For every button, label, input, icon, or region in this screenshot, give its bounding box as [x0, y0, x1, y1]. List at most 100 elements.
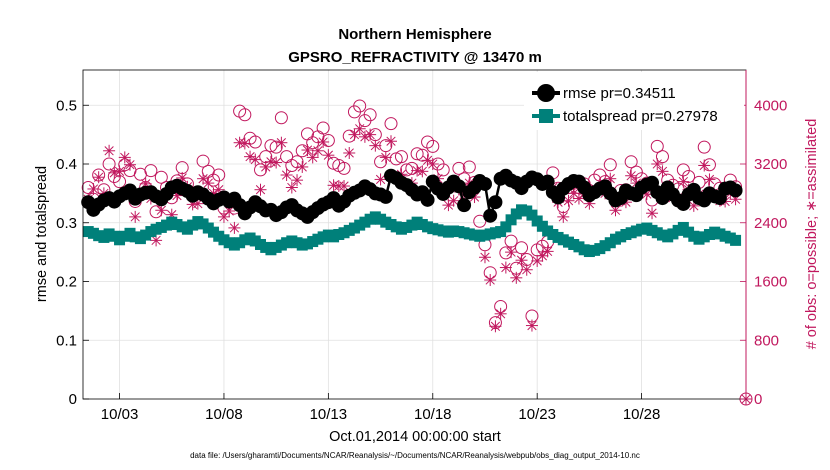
possible-obs-point [374, 155, 388, 169]
y-tick-label: 0.1 [56, 332, 77, 349]
assimilated-obs-point [416, 165, 429, 178]
assimilated-obs-point [484, 274, 497, 287]
y2-tick-label: 3200 [754, 156, 787, 173]
chart-title: Northern Hemisphere [338, 26, 491, 43]
assimilated-obs-point [374, 173, 387, 186]
assimilated-obs-point [306, 151, 319, 164]
x-tick-label: 10/08 [205, 406, 243, 423]
possible-obs-point [603, 158, 617, 172]
assimilated-obs-point [228, 221, 241, 234]
assimilated-obs-point [525, 319, 538, 332]
assimilated-obs-point [129, 210, 142, 223]
assimilated-obs-point [442, 199, 455, 212]
assimilated-obs-point [343, 146, 356, 159]
rmse-point [488, 195, 503, 210]
possible-obs-point [426, 139, 440, 153]
assimilated-obs-point [322, 149, 335, 162]
rmse-point [540, 174, 555, 189]
y2-tick-label: 0 [754, 391, 762, 408]
assimilated-obs-point [447, 194, 460, 207]
possible-obs-point [682, 169, 696, 183]
possible-obs-point [274, 111, 288, 125]
rmse-point [420, 192, 435, 207]
possible-obs-point [144, 164, 158, 178]
possible-obs-point [384, 117, 398, 131]
possible-obs-point [238, 108, 252, 122]
rmse-point [451, 179, 466, 194]
legend-spread-marker [539, 109, 553, 123]
totalspread-point [505, 214, 517, 226]
assimilated-obs-point [249, 153, 262, 166]
possible-obs-point [196, 154, 210, 168]
y2-axis-label: # of obs: o=possible; ∗=assimilated [804, 119, 820, 350]
x-tick-label: 10/03 [101, 406, 139, 423]
y-tick-label: 0 [69, 391, 77, 408]
assimilated-obs-point [478, 251, 491, 264]
assimilated-obs-point [259, 160, 272, 173]
assimilated-obs-point [118, 151, 131, 164]
x-tick-label: 10/23 [518, 406, 556, 423]
possible-obs-point [421, 135, 435, 149]
rmse-point [483, 208, 498, 223]
assimilated-obs-point [677, 175, 690, 188]
y-tick-label: 0.3 [56, 215, 77, 232]
y-tick-label: 0.4 [56, 156, 77, 173]
assimilated-obs-point [280, 169, 293, 182]
assimilated-obs-point [296, 160, 309, 173]
y-axis-label: rmse and totalspread [34, 166, 50, 302]
assimilated-obs-point [254, 183, 267, 196]
x-tick-label: 10/18 [414, 406, 452, 423]
assimilated-obs-point [562, 194, 575, 207]
possible-obs-point [462, 160, 476, 174]
possible-obs-point [102, 157, 116, 171]
legend-spread-label: totalspread pr=0.27978 [563, 108, 718, 125]
rmse-point [477, 176, 492, 191]
possible-obs-point [363, 108, 377, 122]
possible-obs-point [452, 161, 466, 175]
assimilated-obs-point [557, 210, 570, 223]
assimilated-obs-point [489, 320, 502, 333]
assimilated-obs-point [358, 130, 371, 143]
legend-rmse-marker [537, 84, 555, 102]
possible-obs-point [321, 134, 335, 147]
data-file-footnote: data file: /Users/gharamti/Documents/NCA… [190, 451, 640, 460]
assimilated-obs-point [364, 128, 377, 141]
assimilated-obs-point [505, 246, 518, 259]
possible-obs-point [248, 135, 262, 149]
possible-obs-point [269, 140, 283, 154]
y-tick-label: 0.2 [56, 274, 77, 291]
x-axis: 10/03 10/08 10/13 10/18 10/23 10/28 [101, 393, 660, 423]
possible-obs-point [253, 163, 267, 177]
assimilated-obs-point [103, 144, 116, 157]
possible-obs-point [207, 173, 221, 187]
assimilated-obs-point [646, 207, 659, 220]
assimilated-obs-point [703, 173, 716, 186]
x-tick-label: 10/13 [310, 406, 348, 423]
assimilated-obs-point [92, 171, 105, 184]
assimilated-obs-point [510, 271, 523, 284]
assimilated-obs-point [123, 158, 136, 171]
rmse-point [728, 183, 743, 198]
totalspread-point [526, 209, 538, 221]
possible-obs-point [410, 147, 424, 161]
assimilated-obs-point [155, 204, 168, 217]
possible-obs-point [394, 150, 408, 164]
assimilated-obs-point [353, 122, 366, 135]
y-axis: 0 0.1 0.2 0.3 0.4 0.5 [56, 97, 89, 408]
possible-obs-point [415, 148, 429, 162]
assimilated-obs-point [541, 245, 554, 258]
legend: rmse pr=0.34511 totalspread pr=0.27978 [524, 72, 744, 130]
assimilated-obs-point [285, 181, 298, 194]
y2-axis: 0 800 1600 2400 3200 4000 [740, 97, 787, 408]
assimilated-obs-point [311, 144, 324, 157]
y2-tick-label: 1600 [754, 274, 787, 291]
assimilated-obs-point [275, 136, 288, 149]
assimilated-obs-point [338, 180, 351, 193]
possible-obs-point [593, 168, 607, 182]
possible-obs-point [264, 139, 278, 153]
possible-obs-point [353, 99, 367, 113]
possible-obs-point [400, 163, 414, 177]
possible-obs-point [624, 155, 638, 169]
assimilated-obs-point [379, 151, 392, 164]
